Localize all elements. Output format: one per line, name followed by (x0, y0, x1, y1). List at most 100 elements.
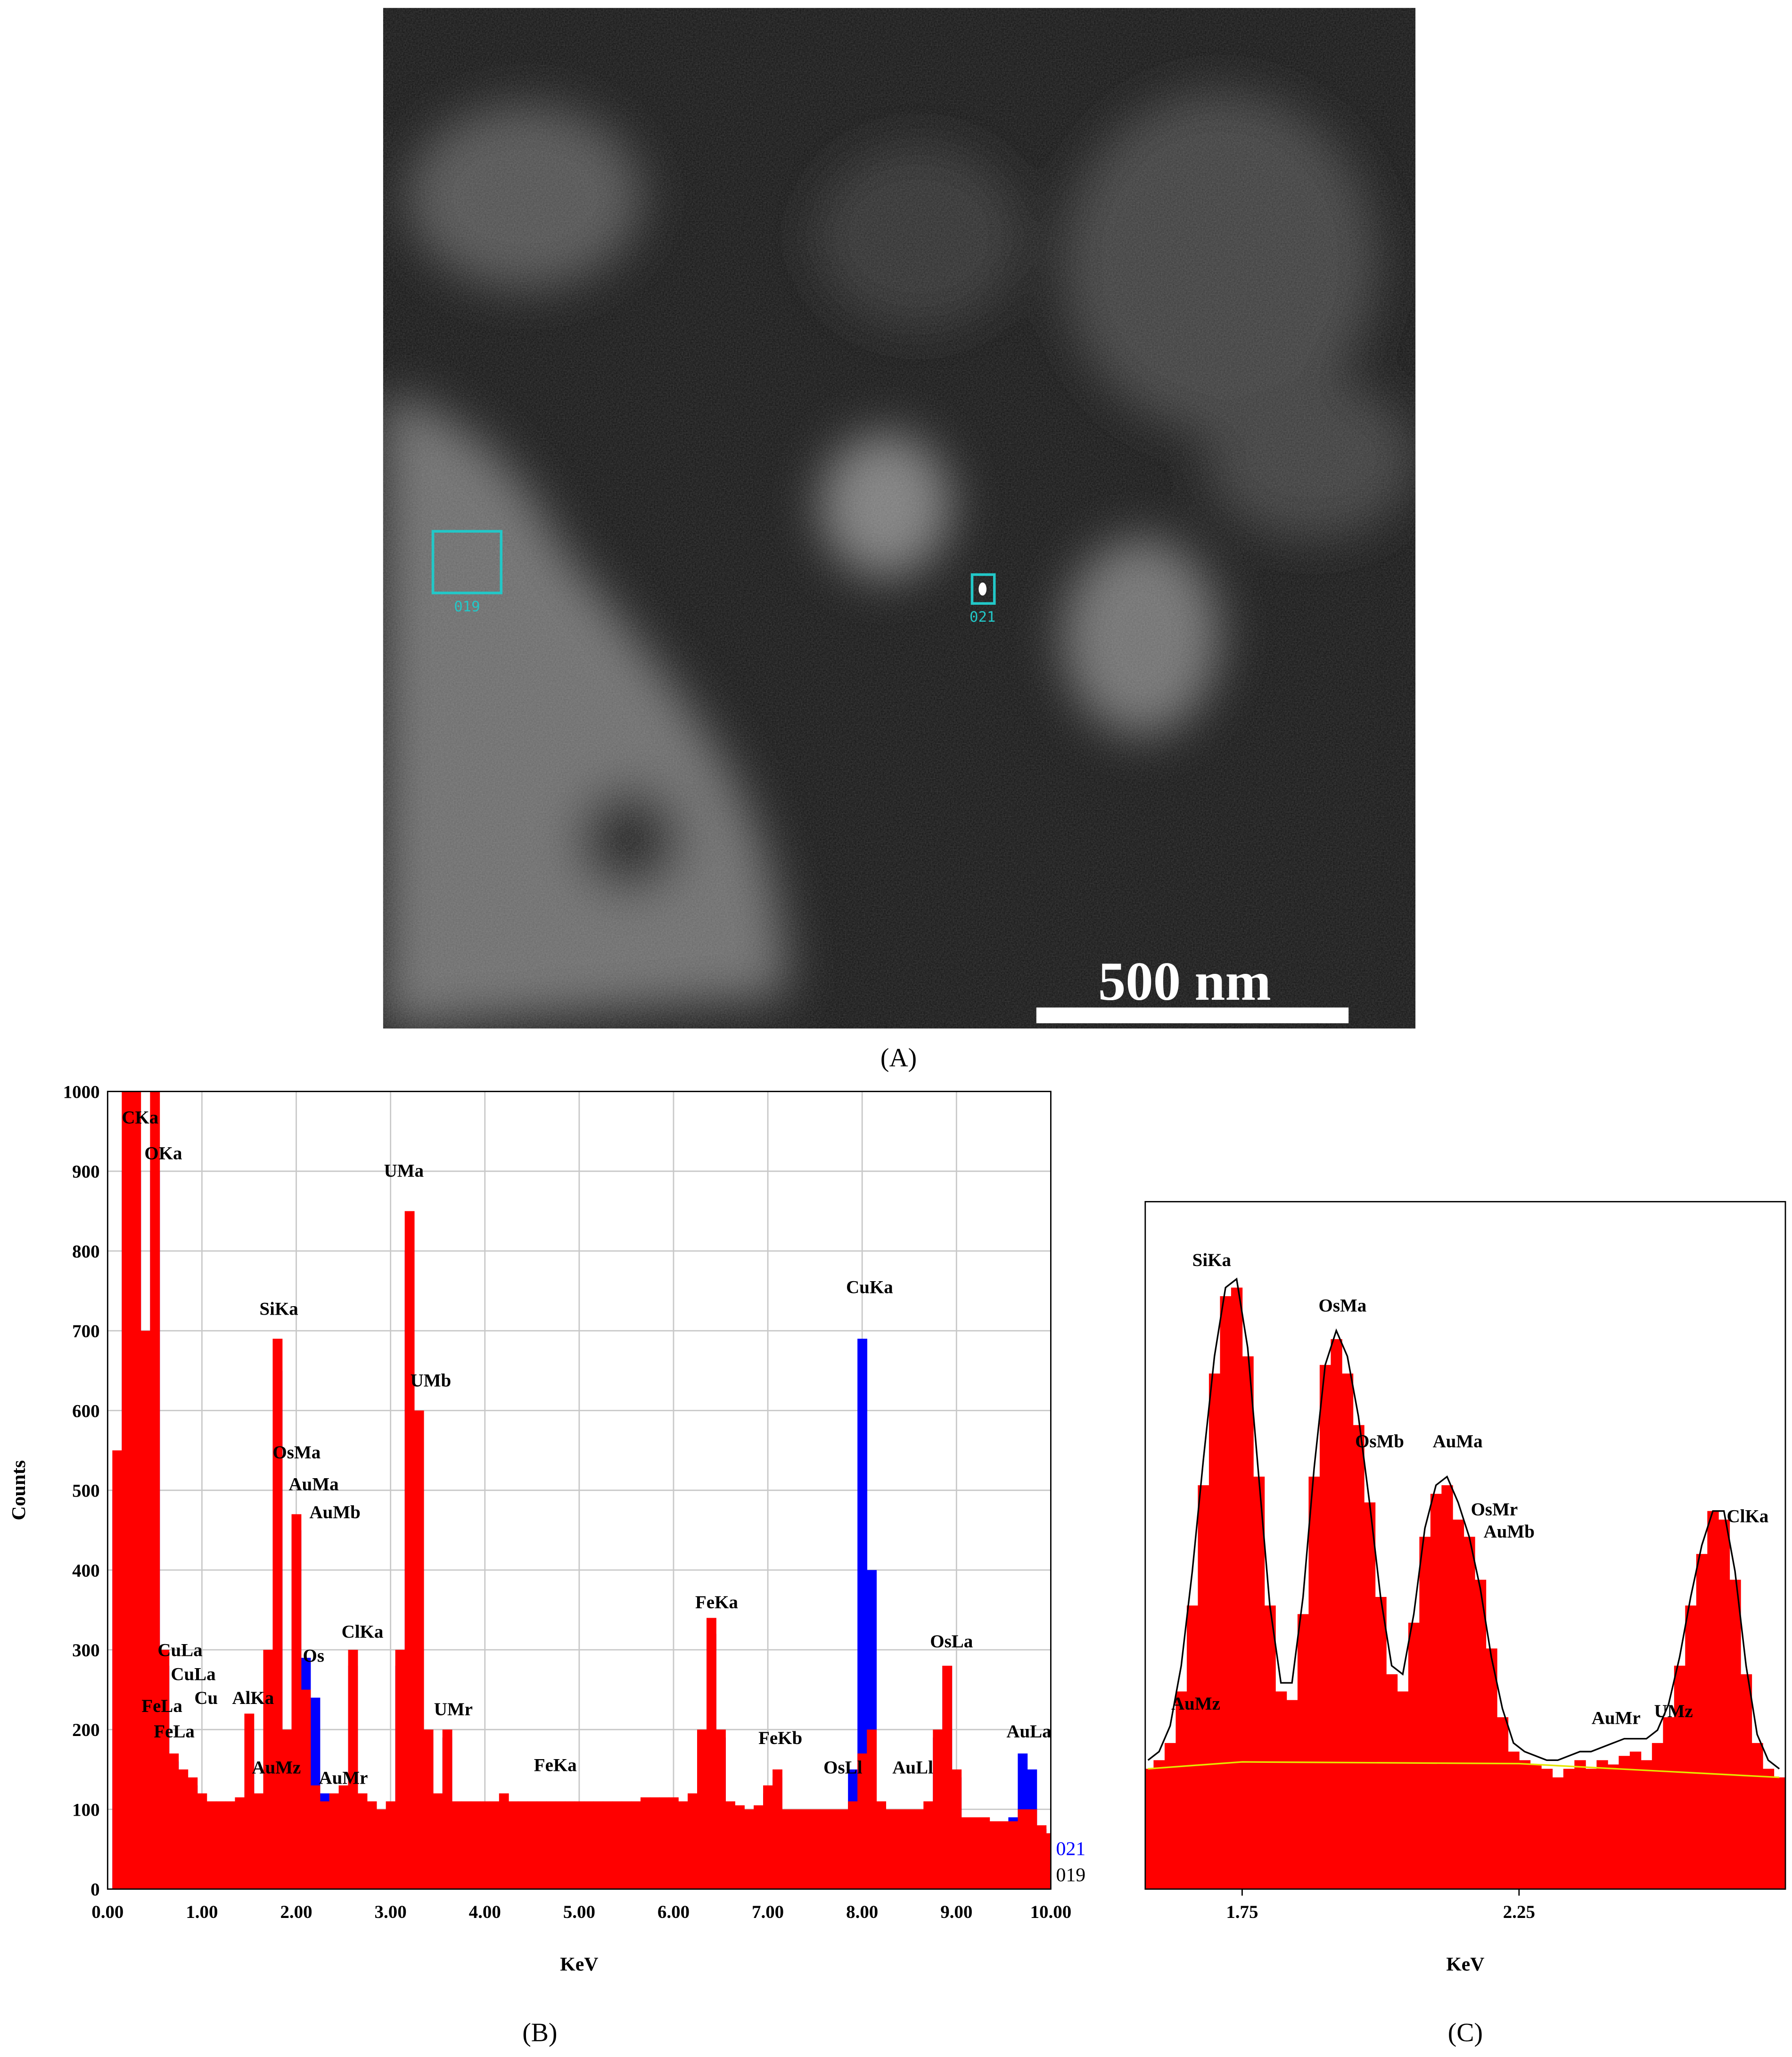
spectrum-bar (1408, 1622, 1420, 1889)
spectrum-bar (1441, 1485, 1453, 1889)
spectrum-bar (773, 1769, 782, 1889)
spectrum-bar (216, 1801, 226, 1889)
peak-label: FeLa (154, 1721, 195, 1742)
x-tick-label: 5.00 (563, 1902, 595, 1922)
peak-label: OsMa (273, 1442, 321, 1463)
spectrum-bar (1496, 1717, 1509, 1889)
peak-label: OsMa (1319, 1296, 1367, 1316)
spectrum-bar (1596, 1760, 1608, 1889)
spectrum-bar (1208, 1373, 1221, 1889)
spectrum-bar (1145, 1769, 1154, 1889)
spectrum-bar (1308, 1476, 1320, 1889)
x-tick-label: 2.00 (280, 1902, 312, 1922)
spectrum-bar (989, 1821, 1000, 1889)
peak-label: SiKa (1192, 1250, 1231, 1270)
spectrum-bar (433, 1793, 443, 1889)
series-group (1145, 1277, 1785, 1889)
spectrum-bar (565, 1801, 575, 1889)
spectrum-bar (1696, 1554, 1708, 1889)
spectrum-bar (1707, 1511, 1719, 1889)
spectrum-bar (1674, 1665, 1686, 1889)
spectrum-bar (1530, 1764, 1542, 1889)
peak-label: CuLa (171, 1664, 215, 1684)
spectrum-bar (1762, 1769, 1775, 1889)
peak-label: AuMb (310, 1502, 361, 1522)
spectrum-bar (1186, 1605, 1199, 1889)
spectrum-bar (1341, 1373, 1354, 1889)
spectrum-bar (1751, 1743, 1763, 1889)
region-box (431, 530, 503, 594)
spectrum-bar (621, 1801, 632, 1889)
spectrum-bar (1574, 1760, 1586, 1889)
spectrum-bar (952, 1769, 962, 1889)
spectrum-bar (754, 1805, 764, 1889)
spectrum-bar (886, 1809, 896, 1889)
spectrum-bar (1663, 1717, 1675, 1889)
spectrum-bar (188, 1777, 198, 1889)
spectrum-bar (923, 1801, 934, 1889)
spectrum-chart: 0 100 200 300 400 500 600 700 800 900 1000 0.00 1.00… (8, 1082, 1085, 2048)
region-label: 021 (970, 609, 995, 625)
spectrum-bar (744, 1809, 754, 1889)
peak-label: SiKa (259, 1299, 298, 1319)
spectrum-bar (895, 1809, 905, 1889)
x-tick-label: 8.00 (846, 1902, 878, 1922)
spectrum-bar (527, 1801, 537, 1889)
spectrum-bar (1607, 1764, 1619, 1889)
spectrum-bar (1419, 1537, 1431, 1889)
spectrum-bar (310, 1785, 321, 1889)
peak-label: OKa (144, 1143, 182, 1163)
micrograph: 019 021 500 nm (383, 8, 1416, 1028)
peak-label: UMr (434, 1699, 473, 1720)
micrograph-grain (383, 8, 1416, 1028)
spectrum-bar (914, 1809, 924, 1889)
spectrum-bar (970, 1817, 981, 1889)
scale-bar (1036, 1007, 1349, 1023)
spectrum-bar (1164, 1743, 1176, 1889)
plot-frame (107, 1091, 1052, 1890)
y-tick-label: 500 (72, 1481, 99, 1501)
spectrum-bar (329, 1793, 339, 1889)
spectrum-bar (442, 1729, 452, 1889)
spectrum-bar (763, 1785, 773, 1889)
spectrum-bar (1364, 1502, 1376, 1889)
spectrum-bar (1353, 1425, 1365, 1889)
spectrum-bar (480, 1801, 490, 1889)
y-tick-label: 600 (72, 1401, 99, 1421)
y-tick-label: 100 (72, 1800, 99, 1820)
spectrum-bar (857, 1339, 868, 1889)
panel-label: (C) (1448, 2018, 1483, 2048)
spectrum-bar (838, 1809, 849, 1889)
peak-label: AuLa (1006, 1721, 1051, 1742)
x-tick-label: 1.00 (186, 1902, 218, 1922)
x-axis-title: KeV (1446, 1953, 1484, 1975)
spectrum-bar (1619, 1756, 1630, 1889)
spectrum-bar (829, 1809, 839, 1889)
spectrum-bar (999, 1821, 1009, 1889)
spectrum-bar (602, 1801, 613, 1889)
spectrum-bar (159, 1650, 170, 1889)
x-tick-label: 9.00 (940, 1902, 972, 1922)
spectrum-bar (131, 1091, 141, 1889)
spectrum-bar (1430, 1494, 1442, 1889)
spectrum-bar (1242, 1356, 1254, 1889)
spectrum-bar (536, 1801, 547, 1889)
spectrum-bar (263, 1650, 273, 1889)
spectrum-bar (1319, 1365, 1332, 1889)
spectrum-bar (1286, 1700, 1298, 1889)
spectrum-bar (876, 1801, 887, 1889)
spectrum-bar (555, 1801, 566, 1889)
spectrum-bar (518, 1801, 528, 1889)
region-box (970, 573, 996, 605)
scale-bar-label: 500 nm (1098, 951, 1271, 1012)
spectrum-bar (1331, 1339, 1342, 1889)
spectrum-bar (857, 1753, 868, 1889)
spectrum-bar (395, 1650, 405, 1889)
peak-label: AuMz (252, 1757, 301, 1777)
x-tick-label: 10.00 (1030, 1902, 1072, 1922)
spectrum-bar (1508, 1752, 1520, 1889)
spectrum-bar (367, 1801, 377, 1889)
spectrum-line (1147, 1277, 1780, 1769)
peak-label: CuLa (157, 1640, 202, 1661)
spectrum-bar (1774, 1777, 1785, 1889)
